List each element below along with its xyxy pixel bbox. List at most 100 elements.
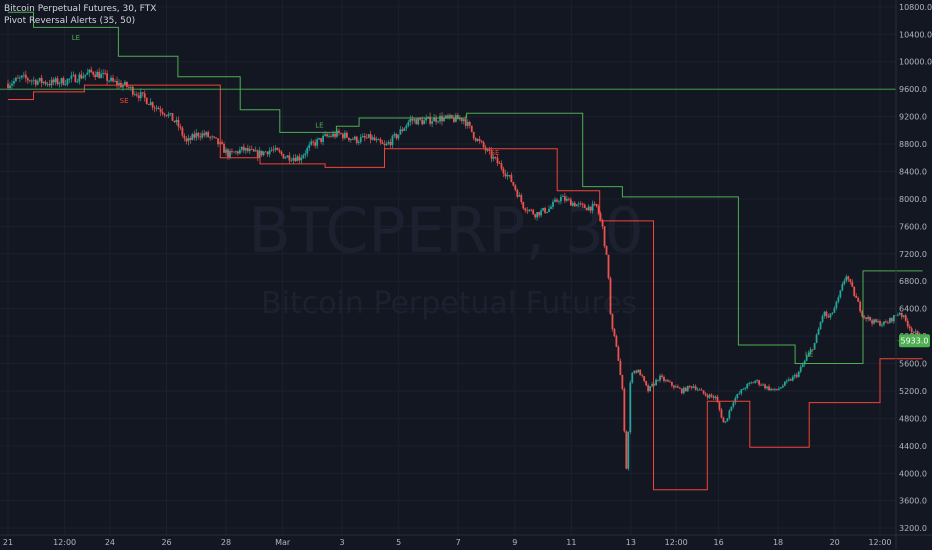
candle-body: [665, 380, 667, 382]
candle-body: [201, 133, 204, 138]
price-tick-label: 3200.0: [899, 524, 927, 533]
candle-body: [30, 80, 33, 82]
candle-body: [262, 151, 265, 156]
time-tick-label: 5: [396, 538, 401, 547]
candle-body: [274, 147, 277, 150]
candle-body: [276, 147, 279, 151]
candle-body: [875, 319, 877, 323]
candle-body: [124, 81, 126, 86]
candle-body: [415, 119, 418, 125]
candle-body: [260, 150, 263, 156]
candle-body: [585, 208, 588, 211]
candle-body: [883, 321, 885, 325]
candle-body: [740, 389, 743, 394]
candle-body: [240, 146, 243, 150]
candle-body: [126, 81, 128, 87]
candle-body: [70, 75, 73, 79]
candle-body: [371, 137, 374, 140]
candle-body: [254, 150, 257, 152]
candle-body: [238, 149, 241, 154]
candle-body: [492, 157, 495, 159]
pivot-lines: [0, 11, 923, 491]
candle-body: [451, 115, 453, 118]
candle-body: [906, 320, 909, 327]
candle-body: [381, 142, 384, 145]
candle-body: [720, 409, 723, 418]
indicator-title[interactable]: Pivot Reversal Alerts (35, 50): [4, 16, 136, 26]
candle-body: [330, 135, 332, 137]
candle-body: [270, 149, 273, 151]
candle-body: [778, 388, 780, 390]
time-axis[interactable]: 21 12:00 24 26 28 Mar 3 5 7 9 11 13 12:00 16 18 20 12:00: [3, 538, 892, 547]
symbol-title[interactable]: Bitcoin Perpetual Futures, 30, FTX: [4, 4, 157, 14]
candle-body: [819, 322, 822, 330]
candle-body: [42, 81, 45, 84]
candle-body: [595, 203, 598, 207]
candle-body: [449, 115, 451, 118]
candle-body: [272, 149, 275, 151]
candle-body: [661, 375, 663, 377]
candle-body: [221, 142, 223, 145]
candle-body: [754, 380, 757, 383]
candle-body: [187, 138, 190, 142]
candle-body: [785, 380, 788, 382]
candle-body: [714, 396, 717, 398]
candle-body: [298, 156, 301, 161]
candle-body: [195, 132, 198, 138]
candle-body: [655, 379, 657, 386]
candle-body: [22, 74, 25, 76]
candle-body: [807, 352, 810, 357]
candle-body: [781, 385, 784, 388]
candle-body: [56, 78, 59, 85]
candle-body: [98, 71, 101, 79]
candle-body: [839, 290, 842, 298]
candle-body: [217, 138, 219, 145]
candle-body: [768, 386, 770, 391]
candle-body: [96, 71, 99, 77]
candle-body: [803, 360, 806, 365]
price-tick-label: 6400.0: [899, 305, 927, 314]
candle-body: [441, 115, 443, 122]
candle-body: [783, 381, 786, 386]
candle-body: [692, 386, 695, 388]
candle-body: [643, 376, 646, 382]
candle-body: [756, 380, 759, 382]
candle-body: [538, 212, 541, 216]
time-tick-label: Mar: [275, 538, 291, 547]
candle-body: [772, 388, 774, 390]
candle-body: [581, 203, 584, 205]
candle-body: [552, 201, 554, 207]
grid-lines: [0, 0, 896, 535]
candle-body: [50, 79, 53, 86]
candle-body: [728, 410, 731, 419]
candle-body: [447, 115, 449, 118]
candle-body: [268, 150, 271, 155]
candle-body: [284, 157, 287, 159]
candle-body: [300, 157, 303, 161]
candle-body: [678, 387, 681, 389]
candle-body: [151, 102, 154, 108]
candle-body: [890, 317, 893, 322]
candle-body: [589, 206, 592, 211]
candle-body: [407, 122, 410, 126]
candle-body: [403, 128, 406, 131]
candle-body: [877, 321, 879, 323]
candle-body: [445, 115, 447, 118]
candle-body: [181, 127, 184, 136]
candle-body: [601, 219, 604, 227]
candle-body: [425, 118, 428, 121]
candle-body: [480, 140, 483, 143]
candle-body: [617, 346, 620, 361]
candle-body: [718, 402, 721, 410]
candle-body: [667, 380, 669, 382]
candle-body: [569, 199, 572, 206]
candle-body: [290, 160, 293, 162]
price-axis[interactable]: 3200.0 3600.0 4000.0 4400.0 4800.0 5200.0 5600…: [899, 3, 932, 533]
candle-body: [736, 394, 739, 398]
chart-legend[interactable]: Bitcoin Perpetual Futures, 30, FTX Pivot…: [4, 3, 156, 27]
price-tick-label: 4000.0: [899, 469, 927, 478]
candle-body: [855, 295, 858, 298]
price-tick-label: 10800.0: [899, 3, 932, 12]
